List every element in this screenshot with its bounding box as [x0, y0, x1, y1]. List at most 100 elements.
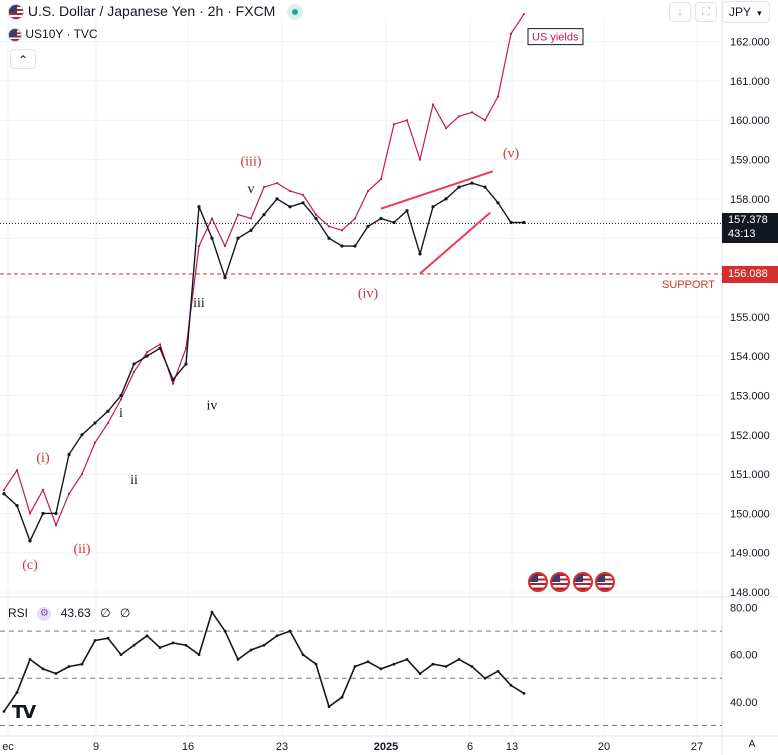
data-point-us10y[interactable]	[522, 12, 526, 16]
data-point-us10y[interactable]	[119, 398, 123, 401]
data-point-usdjpy[interactable]	[353, 244, 357, 248]
data-point-usdjpy[interactable]	[366, 224, 370, 228]
rsi-point[interactable]	[418, 672, 422, 675]
rsi-point[interactable]	[197, 653, 201, 657]
data-point-us10y[interactable]	[236, 213, 240, 216]
data-point-us10y[interactable]	[405, 119, 409, 122]
fullscreen-button[interactable]: ⛶	[695, 2, 717, 22]
data-point-us10y[interactable]	[275, 182, 279, 185]
data-point-us10y[interactable]	[340, 229, 344, 232]
event-markers[interactable]	[528, 572, 616, 592]
data-point-us10y[interactable]	[54, 524, 58, 527]
data-point-usdjpy[interactable]	[106, 409, 110, 413]
rsi-point[interactable]	[522, 691, 526, 695]
rsi-legend[interactable]: RSI ⚙ 43.63 ∅ ∅	[8, 606, 130, 621]
rsi-point[interactable]	[171, 641, 175, 645]
data-point-us10y[interactable]	[223, 244, 227, 248]
data-point-us10y[interactable]	[288, 189, 292, 193]
rsi-point[interactable]	[340, 695, 344, 699]
rsi-point[interactable]	[223, 629, 227, 633]
data-point-us10y[interactable]	[431, 103, 435, 106]
data-point-us10y[interactable]	[379, 178, 383, 181]
data-point-us10y[interactable]	[457, 115, 461, 118]
data-point-usdjpy[interactable]	[379, 216, 383, 221]
data-point-us10y[interactable]	[210, 217, 214, 220]
data-point-usdjpy[interactable]	[496, 201, 500, 205]
data-point-us10y[interactable]	[184, 347, 188, 350]
data-point-us10y[interactable]	[132, 370, 136, 373]
rsi-point[interactable]	[301, 653, 305, 657]
data-point-usdjpy[interactable]	[28, 539, 32, 543]
data-point-us10y[interactable]	[249, 217, 253, 220]
data-point-usdjpy[interactable]	[340, 244, 344, 248]
rsi-point[interactable]	[379, 667, 383, 671]
rsi-point[interactable]	[15, 691, 19, 694]
rsi-point[interactable]	[249, 648, 253, 652]
rsi-point[interactable]	[496, 669, 500, 673]
data-point-us10y[interactable]	[470, 111, 474, 114]
data-point-us10y[interactable]	[93, 441, 97, 444]
data-point-usdjpy[interactable]	[132, 362, 136, 366]
rsi-point[interactable]	[67, 665, 71, 668]
data-point-usdjpy[interactable]	[314, 216, 318, 221]
data-point-us10y[interactable]	[158, 343, 162, 346]
rsi-point[interactable]	[470, 665, 474, 668]
data-point-usdjpy[interactable]	[522, 220, 526, 225]
data-point-us10y[interactable]	[67, 492, 71, 495]
rsi-point[interactable]	[327, 705, 331, 709]
data-point-us10y[interactable]	[314, 213, 318, 216]
data-point-usdjpy[interactable]	[262, 212, 266, 217]
data-point-usdjpy[interactable]	[418, 252, 422, 256]
data-point-usdjpy[interactable]	[171, 378, 175, 382]
tradingview-logo[interactable]: TV	[12, 702, 36, 723]
rsi-point[interactable]	[288, 629, 292, 633]
auto-scale-button[interactable]: A	[742, 736, 762, 754]
rsi-point[interactable]	[353, 665, 357, 668]
rsi-line[interactable]	[3, 610, 525, 712]
data-point-us10y[interactable]	[15, 469, 19, 472]
rsi-point[interactable]	[366, 660, 370, 664]
currency-selector[interactable]: JPY ▾	[722, 1, 770, 23]
data-point-usdjpy[interactable]	[470, 181, 474, 185]
data-point-usdjpy[interactable]	[223, 275, 227, 280]
data-point-us10y[interactable]	[2, 488, 6, 491]
us-event-flag-icon[interactable]	[572, 572, 593, 592]
data-point-usdjpy[interactable]	[288, 205, 292, 209]
series-line-us10y[interactable]	[3, 13, 525, 527]
rsi-point[interactable]	[509, 683, 513, 687]
rsi-point[interactable]	[158, 646, 162, 650]
data-point-us10y[interactable]	[197, 244, 201, 248]
data-point-usdjpy[interactable]	[236, 236, 240, 240]
rsi-point[interactable]	[54, 672, 58, 675]
data-point-us10y[interactable]	[483, 119, 487, 122]
rsi-point[interactable]	[431, 662, 435, 666]
data-point-us10y[interactable]	[327, 225, 331, 228]
rsi-point[interactable]	[106, 636, 110, 640]
data-point-us10y[interactable]	[301, 193, 305, 197]
rsi-point[interactable]	[184, 643, 188, 647]
data-point-usdjpy[interactable]	[275, 197, 279, 201]
rsi-point[interactable]	[210, 610, 214, 614]
collapse-legend-button[interactable]: ⌃	[10, 49, 36, 69]
rsi-point[interactable]	[145, 634, 149, 638]
data-point-us10y[interactable]	[41, 488, 45, 491]
data-point-usdjpy[interactable]	[2, 492, 6, 496]
price-pane[interactable]	[2, 12, 526, 543]
rsi-point[interactable]	[392, 662, 396, 666]
data-point-us10y[interactable]	[145, 351, 149, 354]
data-point-usdjpy[interactable]	[301, 201, 305, 205]
rsi-point[interactable]	[2, 709, 6, 713]
data-point-usdjpy[interactable]	[405, 209, 409, 213]
rsi-point[interactable]	[262, 643, 266, 647]
data-point-us10y[interactable]	[509, 32, 513, 35]
rsi-point[interactable]	[314, 662, 318, 666]
rsi-point[interactable]	[236, 658, 240, 661]
rsi-point[interactable]	[28, 658, 32, 661]
data-point-usdjpy[interactable]	[119, 393, 123, 398]
data-point-usdjpy[interactable]	[80, 433, 84, 437]
data-point-us10y[interactable]	[418, 158, 422, 161]
overlay-legend[interactable]: US10Y · TVC	[8, 27, 98, 42]
rsi-point[interactable]	[93, 639, 97, 642]
data-point-usdjpy[interactable]	[431, 205, 435, 209]
data-point-usdjpy[interactable]	[197, 205, 201, 209]
